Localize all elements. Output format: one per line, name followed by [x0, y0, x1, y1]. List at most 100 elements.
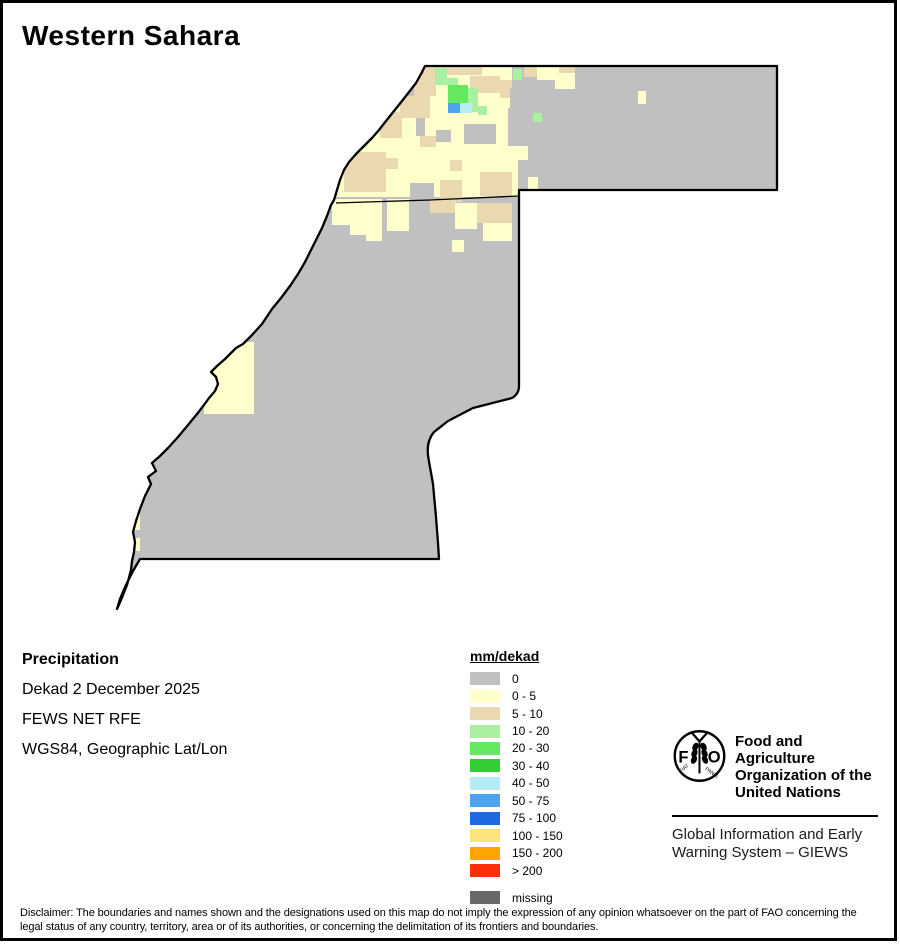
info-dekad-line: Dekad 2 December 2025: [22, 681, 200, 698]
raster-cell: [480, 172, 512, 196]
raster-cell: [533, 113, 542, 122]
legend-swatch: [470, 846, 500, 860]
legend-swatch: [470, 776, 500, 790]
raster-cell: [387, 199, 409, 231]
svg-text:O: O: [708, 748, 721, 766]
legend-swatch: [470, 724, 500, 738]
legend-row: 50 - 75: [470, 792, 620, 809]
legend-row: 30 - 40: [470, 757, 620, 774]
svg-text:F: F: [678, 748, 688, 766]
raster-cell: [350, 199, 382, 235]
fao-org-line: Food and Agriculture: [735, 733, 816, 767]
raster-cell: [386, 158, 398, 169]
legend-label: 0 - 5: [512, 689, 537, 704]
fao-attribution-block: F O FIAT PANIS Food and Agriculture Orga…: [672, 727, 882, 861]
legend-swatch: [470, 741, 500, 755]
legend-row: > 200: [470, 862, 620, 879]
legend-row: 150 - 200: [470, 844, 620, 861]
raster-cell: [447, 78, 458, 86]
raster-cell: [477, 203, 512, 223]
raster-cell: [435, 68, 447, 85]
legend-rows: 0 0 - 5 5 - 10 10 - 20 20 - 30 30 - 40 40 - 50…: [470, 670, 620, 907]
wheat-ear-glyph: [690, 732, 709, 774]
legend-row: 0 - 5: [470, 687, 620, 704]
info-heading: Precipitation: [22, 651, 119, 668]
legend-title: mm/dekad: [470, 648, 540, 664]
raster-cell: [508, 108, 528, 146]
legend-row: 5 - 10: [470, 705, 620, 722]
raster-cell: [478, 106, 487, 115]
disclaimer-text: Disclaimer: The boundaries and names sho…: [20, 907, 857, 933]
legend-swatch: [470, 759, 500, 773]
raster-cell: [524, 66, 546, 77]
legend-swatch: [470, 707, 500, 721]
raster-cell: [344, 152, 386, 192]
legend-row: missing: [470, 889, 620, 906]
raster-cell: [513, 69, 522, 80]
raster-cell: [450, 160, 462, 171]
legend-swatch: [470, 891, 500, 905]
legend-label: 30 - 40: [512, 758, 550, 773]
svg-text:FIAT: FIAT: [678, 763, 690, 774]
legend-row: 20 - 30: [470, 740, 620, 757]
raster-cell: [500, 80, 512, 98]
raster-cell: [448, 85, 468, 103]
legend-label: 100 - 150: [512, 828, 563, 843]
legend-swatch: [470, 811, 500, 825]
map-info-block: Precipitation Dekad 2 December 2025 FEWS…: [22, 645, 227, 765]
raster-cell: [460, 103, 472, 113]
legend-swatch: [470, 864, 500, 878]
fao-logo-icon: F O FIAT PANIS: [673, 730, 726, 782]
fao-divider: [672, 815, 878, 817]
raster-cell: [440, 180, 462, 202]
internal-border-line: [335, 195, 520, 204]
raster-cell: [464, 124, 496, 144]
legend-label: 10 - 20: [512, 724, 550, 739]
raster-cell: [518, 160, 528, 197]
fao-org-line: Organization of the: [735, 767, 872, 784]
raster-cell: [414, 74, 436, 96]
info-source-line: FEWS NET RFE: [22, 711, 141, 728]
raster-cell: [416, 118, 425, 136]
western-sahara-boundary: [115, 64, 779, 611]
raster-cell: [483, 223, 512, 241]
giews-line: Warning System – GIEWS: [672, 843, 849, 861]
raster-cell: [510, 88, 528, 108]
precipitation-legend: mm/dekad 0 0 - 5 5 - 10 10 - 20 20 - 30 30 - …: [470, 648, 620, 907]
legend-label: missing: [512, 890, 553, 905]
legend-swatch: [470, 672, 500, 686]
raster-cell: [204, 342, 254, 414]
legend-label: 75 - 100: [512, 811, 557, 826]
legend-label: 40 - 50: [512, 776, 550, 791]
legend-row: 75 - 100: [470, 810, 620, 827]
giews-line: Global Information and Early: [672, 826, 863, 843]
legend-row: 0: [470, 670, 620, 687]
legend-swatch: [470, 689, 500, 703]
legend-row: 10 - 20: [470, 722, 620, 739]
raster-cell: [555, 73, 575, 89]
legend-label: 50 - 75: [512, 793, 550, 808]
western-sahara-country: [115, 64, 779, 611]
raster-cell: [430, 199, 456, 213]
fao-org-name: Food and Agriculture Organization of the…: [735, 727, 882, 801]
raster-cell: [452, 240, 464, 252]
legend-swatch: [470, 829, 500, 843]
page-title: Western Sahara: [22, 20, 241, 51]
raster-cell: [638, 91, 646, 104]
legend-swatch: [470, 794, 500, 808]
legend-label: 5 - 10: [512, 706, 543, 721]
fao-org-line: United Nations: [735, 784, 841, 801]
legend-row: 100 - 150: [470, 827, 620, 844]
legend-label: > 200: [512, 863, 543, 878]
legend-label: 0: [512, 671, 519, 686]
raster-cell: [424, 66, 482, 75]
raster-cell: [420, 136, 436, 147]
raster-cell: [455, 203, 477, 229]
raster-cell: [436, 130, 451, 142]
legend-label: 150 - 200: [512, 846, 563, 861]
info-projection-line: WGS84, Geographic Lat/Lon: [22, 741, 228, 758]
giews-caption: Global Information and Early Warning Sys…: [672, 826, 882, 861]
raster-cell: [448, 103, 460, 113]
legend-row: 40 - 50: [470, 775, 620, 792]
